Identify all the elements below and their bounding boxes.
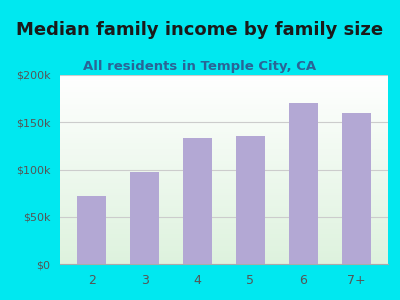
Bar <box>289 103 318 264</box>
Bar <box>77 196 106 264</box>
Bar <box>342 113 371 264</box>
Bar <box>183 138 212 264</box>
Text: Median family income by family size: Median family income by family size <box>16 21 384 39</box>
Bar <box>236 136 265 264</box>
Bar <box>130 172 159 264</box>
Text: All residents in Temple City, CA: All residents in Temple City, CA <box>84 60 316 73</box>
